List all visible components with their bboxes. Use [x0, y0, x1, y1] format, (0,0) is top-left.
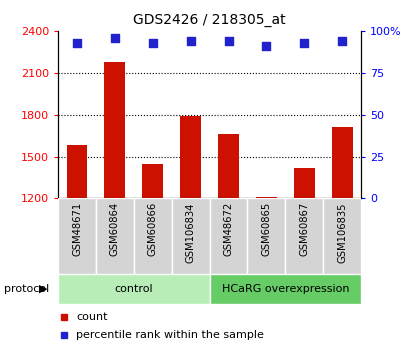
Point: [339, 38, 345, 44]
Bar: [323, 198, 361, 274]
Text: percentile rank within the sample: percentile rank within the sample: [76, 330, 264, 339]
Text: count: count: [76, 313, 108, 322]
Bar: [210, 274, 361, 304]
Point: [149, 40, 156, 46]
Text: GSM106834: GSM106834: [186, 202, 195, 263]
Point: [187, 38, 194, 44]
Text: GSM60867: GSM60867: [299, 202, 309, 256]
Point: [301, 40, 308, 46]
Bar: [256, 197, 277, 198]
Point: [263, 43, 270, 49]
Title: GDS2426 / 218305_at: GDS2426 / 218305_at: [133, 13, 286, 27]
Bar: [180, 116, 201, 198]
Text: GSM60864: GSM60864: [110, 202, 120, 256]
Bar: [247, 198, 285, 274]
Bar: [58, 274, 210, 304]
Bar: [58, 198, 96, 274]
Bar: [105, 62, 125, 198]
Bar: [67, 145, 88, 198]
Text: GSM60865: GSM60865: [261, 202, 271, 256]
Text: HCaRG overexpression: HCaRG overexpression: [222, 284, 349, 294]
Point: [225, 38, 232, 44]
Bar: [172, 198, 210, 274]
Point: [74, 40, 81, 46]
Bar: [210, 198, 247, 274]
Point: [112, 35, 118, 40]
Bar: [294, 168, 315, 198]
Text: GSM48671: GSM48671: [72, 202, 82, 256]
Text: control: control: [115, 284, 153, 294]
Text: protocol: protocol: [4, 284, 49, 294]
Bar: [286, 198, 323, 274]
Bar: [134, 198, 172, 274]
Bar: [332, 127, 352, 198]
Text: GSM60866: GSM60866: [148, 202, 158, 256]
Bar: [218, 134, 239, 198]
Text: GSM106835: GSM106835: [337, 202, 347, 263]
Text: GSM48672: GSM48672: [224, 202, 234, 256]
Bar: [96, 198, 134, 274]
Text: ▶: ▶: [39, 284, 48, 294]
Bar: [142, 164, 163, 198]
